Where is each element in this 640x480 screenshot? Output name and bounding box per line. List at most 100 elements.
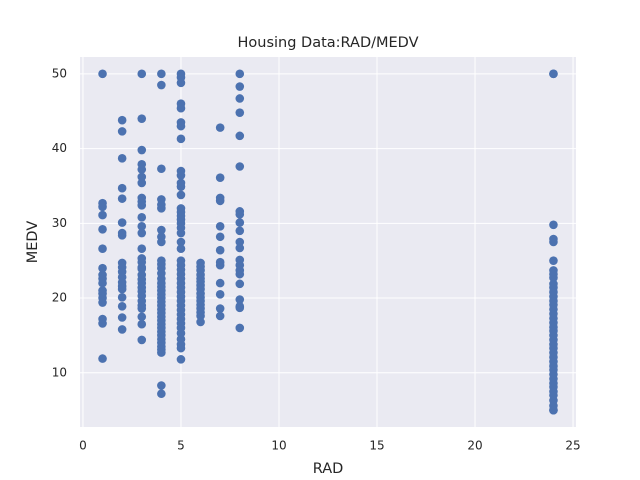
y-tick-label: 40 — [52, 141, 67, 155]
point — [117, 115, 127, 125]
point — [137, 213, 147, 222]
point — [215, 123, 225, 132]
point — [196, 317, 205, 327]
y-tick-label: 20 — [52, 291, 67, 305]
y-axis-label: MEDV — [25, 221, 41, 264]
point — [549, 405, 558, 415]
point — [117, 313, 127, 322]
point — [176, 237, 186, 247]
point — [549, 69, 558, 79]
point — [235, 162, 245, 171]
point — [137, 165, 147, 174]
point — [196, 311, 205, 321]
point — [176, 78, 186, 88]
x-tick-label: 25 — [565, 439, 580, 453]
x-tick-label: 5 — [177, 439, 185, 453]
point — [235, 218, 245, 227]
point — [157, 225, 166, 235]
point — [215, 278, 225, 288]
point — [215, 222, 225, 231]
point — [235, 323, 245, 333]
point — [117, 127, 127, 136]
point — [176, 121, 186, 131]
point — [117, 218, 127, 227]
point — [137, 114, 147, 123]
point — [549, 237, 558, 247]
point — [235, 82, 245, 91]
point — [137, 244, 147, 254]
point — [98, 354, 107, 363]
point — [137, 145, 147, 155]
point — [117, 293, 127, 302]
point — [137, 201, 147, 210]
y-tick-label: 30 — [52, 216, 67, 230]
point — [215, 196, 225, 206]
point — [117, 194, 127, 203]
point — [176, 355, 186, 364]
point — [176, 182, 186, 191]
point — [235, 94, 245, 103]
point — [98, 210, 107, 220]
point — [117, 153, 127, 163]
point — [137, 319, 147, 329]
chart-title: Housing Data:RAD/MEDV — [237, 35, 418, 51]
point — [98, 224, 107, 234]
point — [157, 204, 166, 213]
point — [137, 228, 147, 238]
point — [137, 312, 147, 322]
x-tick-label: 20 — [467, 439, 482, 453]
x-tick-label: 10 — [271, 439, 286, 453]
plot-area — [80, 57, 576, 427]
point — [176, 328, 186, 338]
point — [235, 131, 245, 141]
point — [176, 171, 186, 180]
point — [157, 389, 166, 399]
point — [117, 301, 127, 311]
point — [549, 273, 558, 283]
point — [157, 237, 166, 247]
point — [98, 319, 107, 328]
point — [235, 295, 245, 304]
point — [98, 263, 107, 273]
point — [98, 298, 107, 307]
point — [137, 172, 147, 182]
point — [157, 381, 166, 390]
point — [215, 173, 225, 183]
point — [176, 190, 186, 200]
point — [98, 244, 107, 254]
point — [137, 178, 147, 188]
y-tick-label: 50 — [52, 66, 67, 80]
point — [117, 325, 127, 334]
point — [215, 260, 225, 270]
point — [176, 228, 186, 238]
x-axis-label: RAD — [313, 461, 344, 477]
point — [215, 290, 225, 299]
point — [137, 304, 147, 313]
point — [157, 80, 166, 90]
point — [235, 226, 245, 236]
point — [549, 256, 558, 265]
point — [98, 202, 107, 212]
point — [137, 264, 147, 274]
point — [215, 311, 225, 321]
point — [235, 303, 245, 313]
point — [117, 230, 127, 240]
point — [98, 69, 107, 79]
point — [176, 343, 186, 353]
point — [235, 279, 245, 289]
point — [235, 243, 245, 253]
point — [98, 278, 107, 288]
point — [157, 348, 166, 357]
x-tick-label: 15 — [369, 439, 384, 453]
point — [117, 284, 127, 294]
point — [235, 210, 245, 219]
point — [157, 69, 166, 79]
point — [235, 237, 245, 247]
point — [549, 220, 558, 230]
point — [176, 103, 186, 113]
point — [235, 269, 245, 279]
point — [117, 183, 127, 193]
point — [215, 304, 225, 313]
